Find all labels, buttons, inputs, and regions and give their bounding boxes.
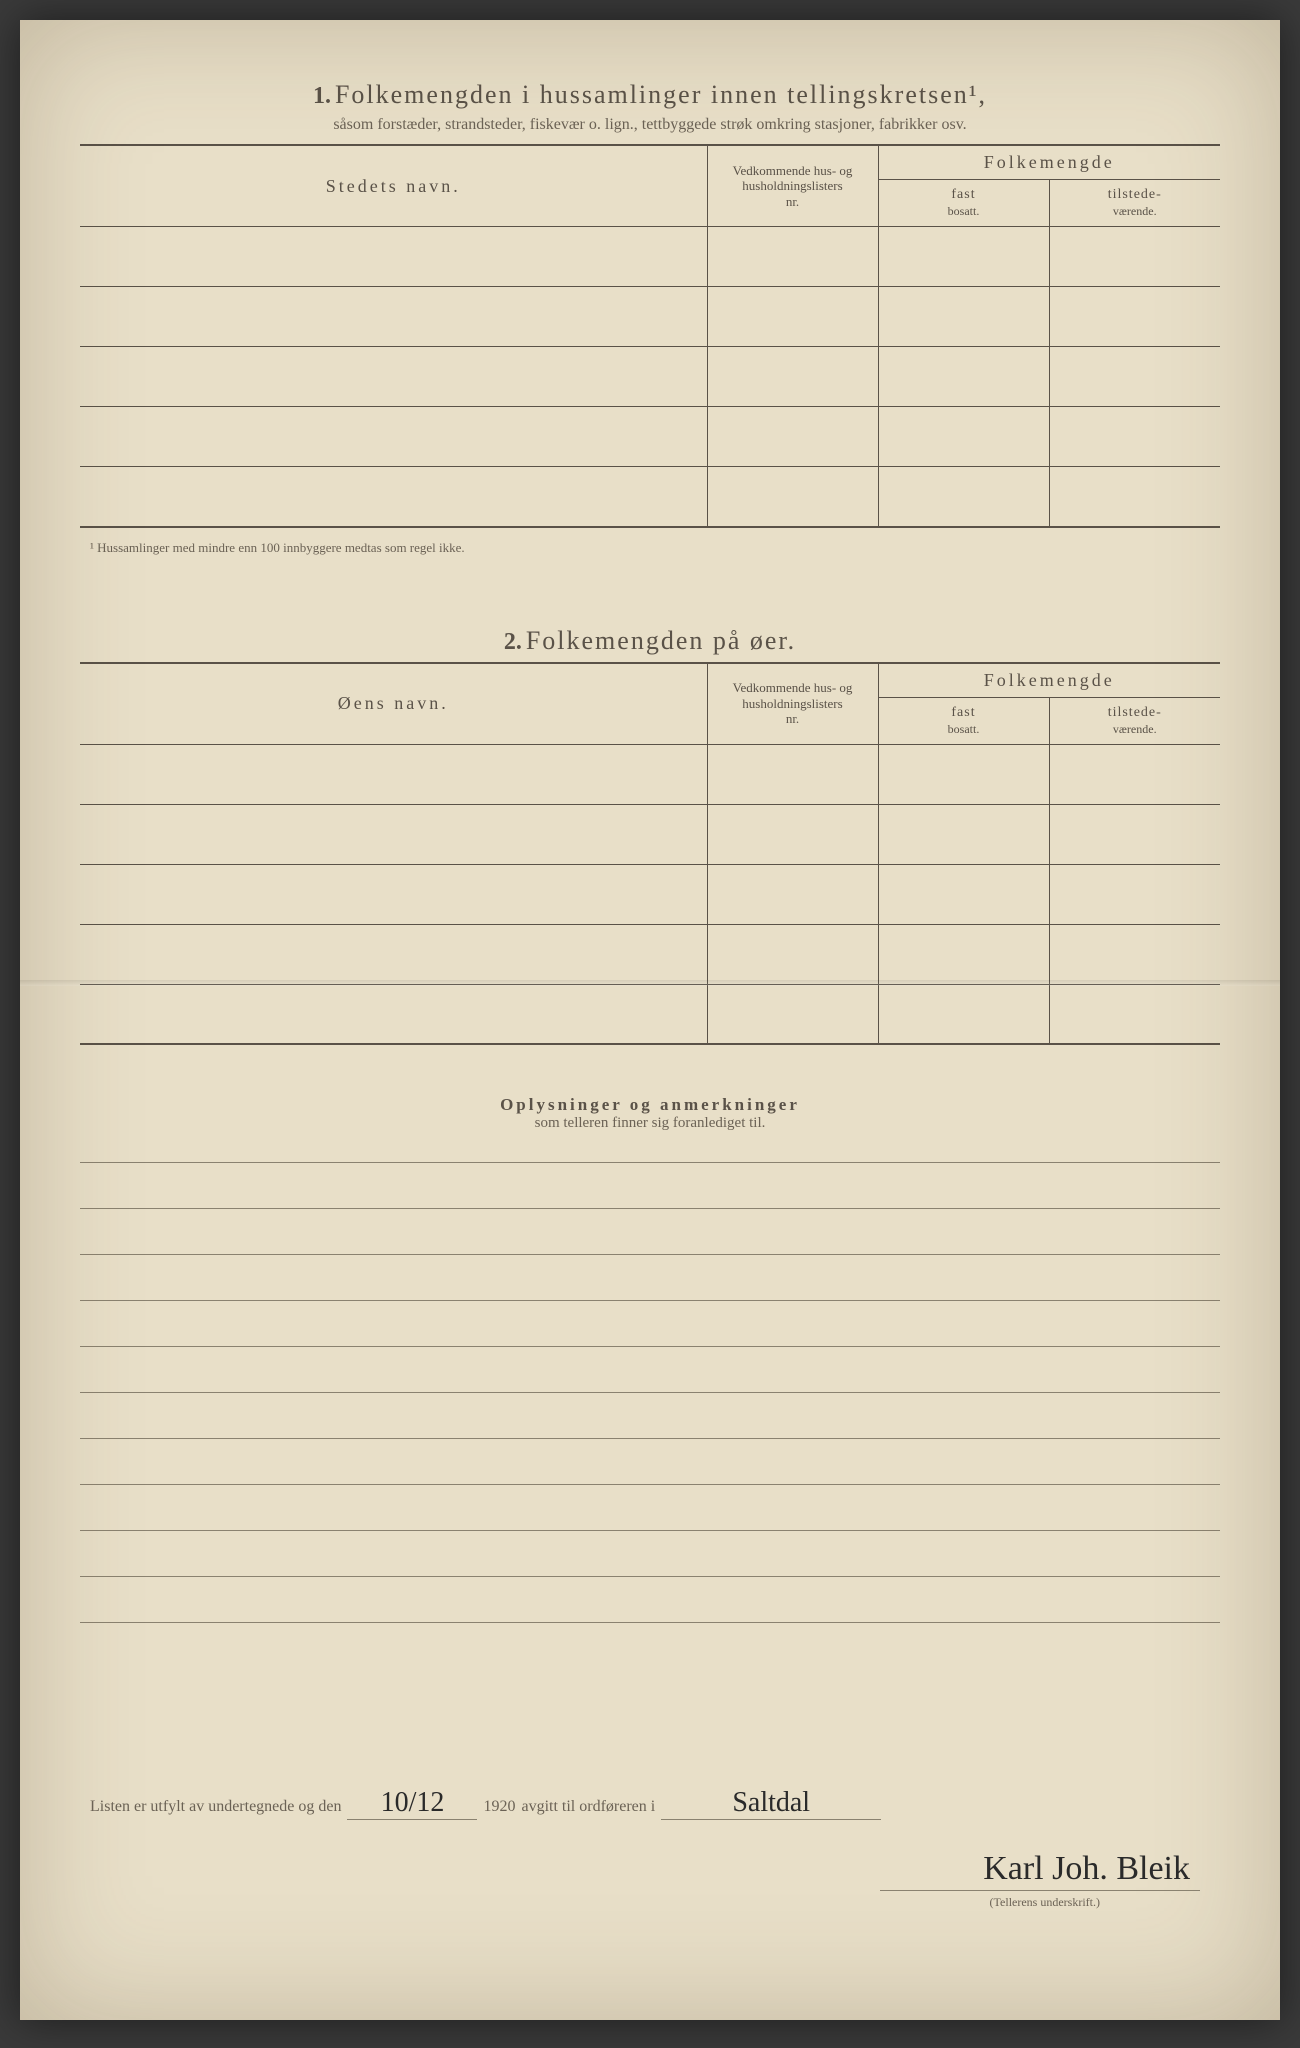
section-2-title: 2. Folkemengden på øer. <box>80 626 1220 656</box>
section-2-heading: Folkemengden på øer. <box>526 626 796 655</box>
section-1-body <box>80 227 1220 527</box>
til2-l2: værende. <box>1113 722 1157 736</box>
paper-fold <box>20 980 1280 986</box>
til-l1: tilstede- <box>1108 187 1162 202</box>
section-2-table: Øens navn. Vedkommende hus- og husholdni… <box>80 662 1220 1046</box>
fast2-l2: bosatt. <box>948 722 980 736</box>
sig-place: Saltdal <box>661 1787 881 1820</box>
nr2-l3: nr. <box>786 711 799 726</box>
section-1-number: 1. <box>313 83 331 109</box>
sig-signer: Karl Joh. Bleik <box>880 1850 1200 1891</box>
fast2-l1: fast <box>951 705 975 720</box>
table-row <box>80 287 1220 347</box>
col-tilstede-header: tilstede- værende. <box>1049 180 1220 227</box>
col-name-header: Stedets navn. <box>80 145 707 227</box>
remarks-line <box>80 1393 1220 1439</box>
table-row <box>80 744 1220 804</box>
col-folkemengde-header-2: Folkemengde <box>878 663 1220 698</box>
table-row <box>80 984 1220 1044</box>
til-l2: værende. <box>1113 204 1157 218</box>
remarks-title: Oplysninger og anmerkninger <box>80 1095 1220 1115</box>
table-row <box>80 347 1220 407</box>
remarks-section: Oplysninger og anmerkninger som telleren… <box>80 1095 1220 1623</box>
til2-l1: tilstede- <box>1108 705 1162 720</box>
nr-l3: nr. <box>786 194 799 209</box>
col-nr-header-2: Vedkommende hus- og husholdningslisters … <box>707 663 878 745</box>
census-form-page: 1. Folkemengden i hussamlinger innen tel… <box>20 20 1280 2020</box>
remarks-lines <box>80 1162 1220 1623</box>
table-row <box>80 227 1220 287</box>
col-fast-header: fast bosatt. <box>878 180 1049 227</box>
col-fast-header-2: fast bosatt. <box>878 697 1049 744</box>
section-1-subtitle: såsom forstæder, strandsteder, fiskevær … <box>80 116 1220 134</box>
remarks-line <box>80 1163 1220 1209</box>
section-2-body <box>80 744 1220 1044</box>
col-tilstede-header-2: tilstede- værende. <box>1049 697 1220 744</box>
table-row <box>80 407 1220 467</box>
sig-date: 10/12 <box>347 1787 477 1820</box>
remarks-line <box>80 1209 1220 1255</box>
col-name-header-2: Øens navn. <box>80 663 707 745</box>
section-1: 1. Folkemengden i hussamlinger innen tel… <box>80 80 1220 556</box>
signature-line: Listen er utfylt av undertegnede og den … <box>90 1787 1200 1820</box>
remarks-line <box>80 1255 1220 1301</box>
sig-mid: avgitt til ordføreren i <box>521 1798 655 1816</box>
section-1-table: Stedets navn. Vedkommende hus- og hushol… <box>80 144 1220 528</box>
table-row <box>80 924 1220 984</box>
table-row <box>80 467 1220 527</box>
section-1-heading: Folkemengden i hussamlinger innen tellin… <box>335 80 987 109</box>
signature-block: Listen er utfylt av undertegnede og den … <box>90 1787 1200 1910</box>
remarks-line <box>80 1301 1220 1347</box>
sig-caption: (Tellerens underskrift.) <box>90 1895 1200 1910</box>
sig-year: 1920 <box>483 1798 515 1816</box>
fast-l1: fast <box>951 187 975 202</box>
col-nr-header: Vedkommende hus- og husholdningslisters … <box>707 145 878 227</box>
table-row <box>80 864 1220 924</box>
section-1-footnote: ¹ Hussamlinger med mindre enn 100 innbyg… <box>80 540 1220 556</box>
remarks-line <box>80 1531 1220 1577</box>
section-2-number: 2. <box>504 629 522 655</box>
remarks-subtitle: som telleren finner sig foranlediget til… <box>80 1115 1220 1132</box>
remarks-line <box>80 1577 1220 1623</box>
section-1-title: 1. Folkemengden i hussamlinger innen tel… <box>80 80 1220 110</box>
nr-l2: husholdningslisters <box>742 178 842 193</box>
table-row <box>80 804 1220 864</box>
fast-l2: bosatt. <box>948 204 980 218</box>
signature-name-row: Karl Joh. Bleik <box>90 1850 1200 1891</box>
sig-prefix: Listen er utfylt av undertegnede og den <box>90 1798 341 1816</box>
col-folkemengde-header: Folkemengde <box>878 145 1220 180</box>
nr-l1: Vedkommende hus- og <box>733 163 853 178</box>
nr2-l1: Vedkommende hus- og <box>733 680 853 695</box>
remarks-line <box>80 1347 1220 1393</box>
remarks-line <box>80 1439 1220 1485</box>
remarks-line <box>80 1485 1220 1531</box>
nr2-l2: husholdningslisters <box>742 696 842 711</box>
